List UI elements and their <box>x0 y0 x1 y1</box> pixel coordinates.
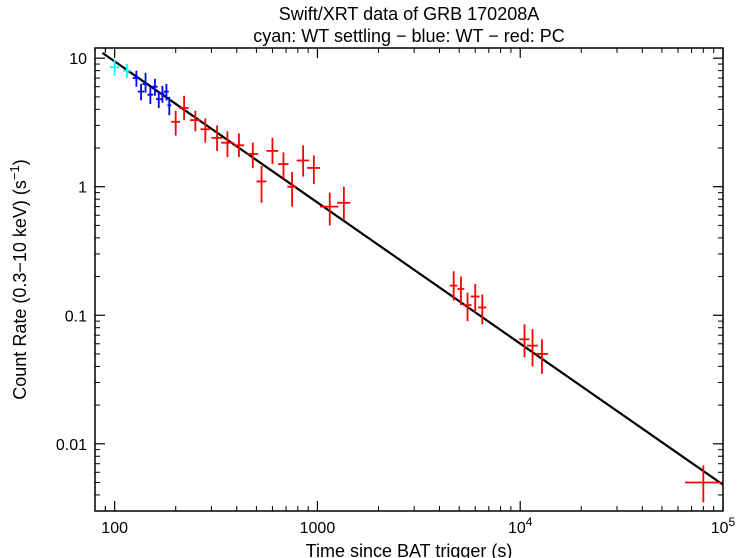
data-group <box>102 53 723 503</box>
x-tick-label: 100 <box>101 520 128 537</box>
x-tick-label: 105 <box>711 515 736 537</box>
x-axis-label: Time since BAT trigger (s) <box>306 541 513 558</box>
chart-title: Swift/XRT data of GRB 170208A <box>279 4 539 24</box>
y-tick-label: 1 <box>78 180 87 197</box>
y-tick-label: 0.1 <box>65 308 87 325</box>
plot-border <box>95 48 723 511</box>
y-axis-label: Count Rate (0.3−10 keV) (s−1) <box>7 159 31 399</box>
chart-subtitle: cyan: WT settling − blue: WT − red: PC <box>253 26 564 46</box>
y-tick-label: 0.01 <box>56 437 87 454</box>
chart-container: 100 1000 104 105 0.01 0.1 1 10 Swift/XRT data o… <box>0 0 756 558</box>
y-tick-label: 10 <box>69 51 87 68</box>
x-tick-label: 1000 <box>300 520 336 537</box>
x-tick-label: 104 <box>508 515 533 537</box>
chart-svg: 100 1000 104 105 0.01 0.1 1 10 Swift/XRT data o… <box>0 0 756 558</box>
